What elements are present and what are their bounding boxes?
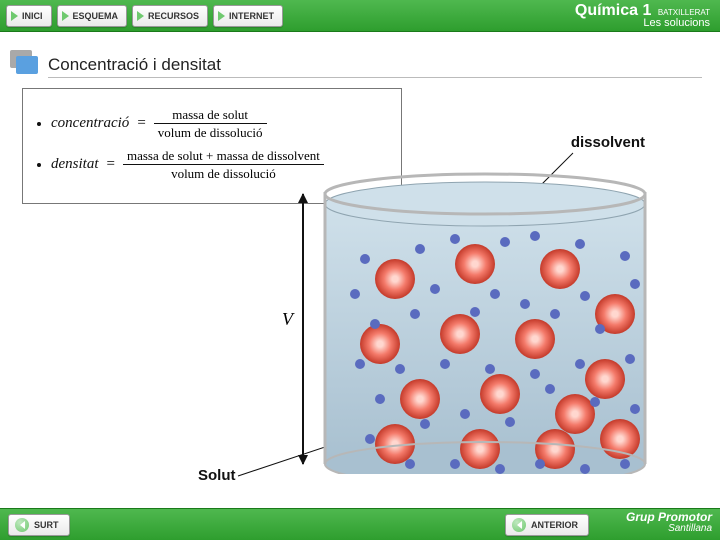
play-icon [62,11,69,21]
nav-label: INTERNET [229,11,274,21]
equals-sign: = [107,156,115,173]
nav-label: RECURSOS [148,11,199,21]
content-area: concentració = massa de solut volum de d… [0,84,720,514]
play-icon [218,11,225,21]
fraction: massa de solut + massa de dissolvent vol… [123,148,324,181]
nav-recursos-button[interactable]: RECURSOS [132,5,208,27]
course-title-block: Química 1 BATXILLERAT Les solucions [575,2,710,28]
back-circle-icon [15,518,29,532]
nav-label: INICI [22,11,43,21]
nav-internet-button[interactable]: INTERNET [213,5,283,27]
nav-label: ESQUEMA [73,11,119,21]
anterior-label: ANTERIOR [531,520,578,530]
numerator: massa de solut [168,107,252,122]
formula-concentracio: concentració = massa de solut volum de d… [37,107,387,140]
play-icon [11,11,18,21]
equals-sign: = [137,115,145,132]
anterior-button[interactable]: ANTERIOR [505,514,589,536]
formula-lhs: densitat [51,156,99,173]
denominator: volum de dissolució [167,166,280,181]
numerator: massa de solut + massa de dissolvent [123,148,324,163]
section-icon [8,46,42,78]
volume-label: V [282,309,293,330]
logo-line1: Grup Promotor [626,512,712,523]
bullet-icon [37,122,41,126]
publisher-logo: Grup Promotor Santillana [597,512,712,538]
nav-esquema-button[interactable]: ESQUEMA [57,5,128,27]
bullet-icon [37,163,41,167]
back-circle-icon [512,518,526,532]
denominator: volum de dissolució [154,125,267,140]
section-title: Concentració i densitat [48,55,702,78]
surt-label: SURT [34,520,59,530]
logo-line2: Santillana [668,523,712,534]
beaker-diagram: V [320,164,650,474]
topbar: INICI ESQUEMA RECURSOS INTERNET Química … [0,0,720,32]
bottombar: SURT ANTERIOR Grup Promotor Santillana [0,508,720,540]
nav-inici-button[interactable]: INICI [6,5,52,27]
beaker-svg [320,164,650,474]
fraction: massa de solut volum de dissolució [154,107,267,140]
surt-button[interactable]: SURT [8,514,70,536]
course-title: Química 1 [575,2,651,19]
section-header: Concentració i densitat [8,46,720,78]
course-level: BATXILLERAT [658,8,710,17]
height-arrow-icon [302,194,304,464]
formula-lhs: concentració [51,115,129,132]
play-icon [137,11,144,21]
label-solut: Solut [198,467,236,484]
